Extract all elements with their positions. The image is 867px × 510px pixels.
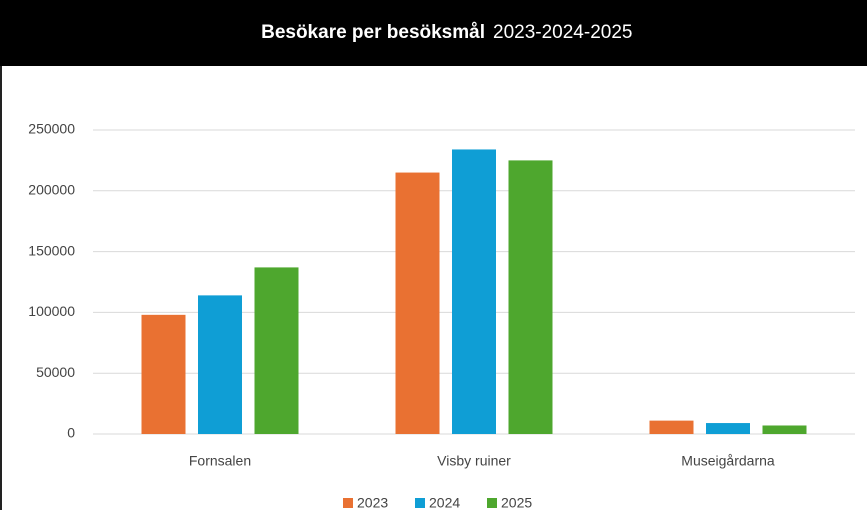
y-tick-label: 100000 (28, 303, 75, 319)
chart-title: Besökare per besöksmål (261, 22, 485, 43)
y-tick-label: 200000 (28, 182, 75, 198)
bar (141, 314, 186, 434)
legend-label: 2025 (501, 495, 532, 510)
bar (254, 267, 299, 434)
bar (198, 295, 242, 434)
y-tick-label: 50000 (36, 364, 75, 380)
legend-label: 2024 (429, 495, 460, 510)
chart-subtitle: 2023-2024-2025 (493, 22, 632, 43)
legend-swatch (415, 498, 425, 508)
bar (395, 172, 440, 434)
legend-swatch (343, 498, 353, 508)
bar (452, 149, 496, 434)
y-tick-label: 150000 (28, 242, 75, 258)
header-bar (0, 0, 867, 66)
bar (762, 425, 807, 434)
x-tick-label: Visby ruiner (437, 453, 511, 469)
y-tick-label: 0 (67, 425, 75, 441)
y-tick-label: 250000 (28, 121, 75, 137)
legend-swatch (487, 498, 497, 508)
x-tick-label: Museigårdarna (681, 453, 775, 469)
x-tick-label: Fornsalen (189, 453, 251, 469)
bar (508, 160, 553, 434)
bar (706, 423, 750, 434)
bar (649, 420, 694, 434)
legend-label: 2023 (357, 495, 388, 510)
